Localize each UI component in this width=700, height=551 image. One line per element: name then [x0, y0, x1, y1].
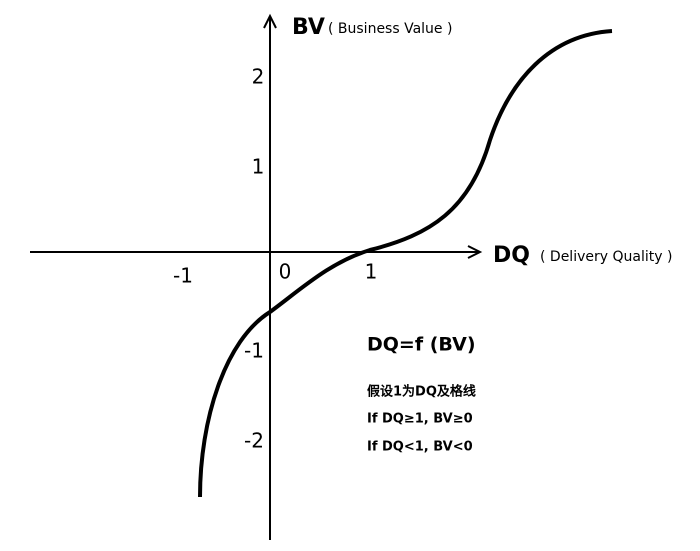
y-tick-label: -2 [244, 429, 264, 453]
note: If DQ<1, BV<0 [367, 440, 473, 455]
y-tick-label: 2 [252, 65, 265, 89]
y-tick-label: -1 [244, 339, 264, 363]
note: If DQ≥1, BV≥0 [367, 412, 473, 427]
y-arrow [263, 13, 277, 29]
note: 假设1为DQ及格线 [367, 384, 476, 400]
y-subtitle: ( Business Value ) [328, 21, 452, 37]
curve [198, 29, 613, 498]
x-arrow [467, 245, 483, 259]
x-tick-label: 1 [365, 260, 378, 284]
x-tick-label: -1 [173, 264, 193, 288]
y-title: BV [292, 15, 325, 40]
x-title: DQ [493, 243, 530, 268]
y-tick-label: 1 [252, 155, 265, 179]
x-subtitle: ( Delivery Quality ) [540, 249, 672, 265]
x-tick-label: 0 [279, 260, 292, 284]
formula: DQ=f (BV) [367, 334, 476, 356]
